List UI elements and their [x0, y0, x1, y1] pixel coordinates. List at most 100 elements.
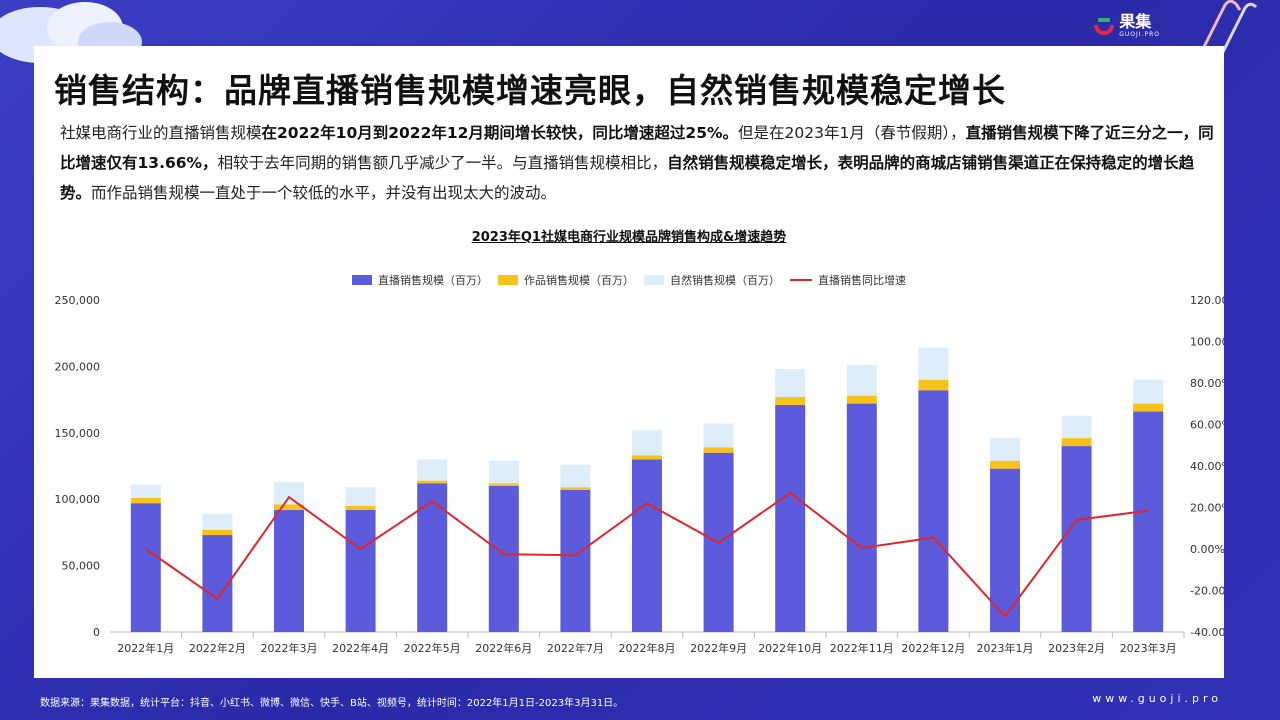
y-right-tick-label: 100.00%	[1190, 336, 1224, 349]
y-right-tick-label: 80.00%	[1190, 377, 1224, 390]
bar-segment	[632, 430, 662, 456]
page-title: 销售结构：品牌直播销售规模增速亮眼，自然销售规模稳定增长	[54, 71, 1006, 110]
brand-name: 果集	[1119, 12, 1152, 31]
bar-segment	[1061, 446, 1092, 632]
x-tick-label: 2022年1月	[117, 641, 174, 655]
growth-line	[145, 491, 1149, 619]
bar-segment	[488, 460, 519, 484]
bar-segment	[1133, 379, 1164, 404]
bar-segment	[846, 395, 877, 404]
legend-label: 自然销售规模（百万）	[670, 273, 780, 287]
bar-segment	[345, 505, 376, 510]
y-left-tick-label: 200,000	[55, 360, 101, 373]
bar-segment	[990, 438, 1020, 461]
bar-segment	[775, 404, 806, 632]
legend-label: 直播销售规模（百万）	[378, 273, 488, 287]
legend-label: 作品销售规模（百万）	[524, 273, 634, 287]
x-tick-label: 2022年2月	[189, 641, 246, 655]
bar-segment	[1061, 415, 1092, 439]
content-card: 销售结构：品牌直播销售规模增速亮眼，自然销售规模稳定增长 社媒电商行业的直播销售…	[34, 46, 1224, 678]
bar-segment	[130, 497, 161, 504]
legend-swatch	[498, 275, 518, 285]
x-tick-label: 2023年2月	[1048, 641, 1105, 655]
bar-segment	[488, 485, 519, 632]
bar-segment	[417, 483, 448, 632]
bar-segment	[417, 480, 448, 484]
legend-label: 直播销售同比增速	[818, 273, 906, 287]
y-right-tick-label: 0.00%	[1190, 543, 1224, 556]
brand-logo: 果集 GUOJI.PRO	[1093, 12, 1160, 38]
y-left-tick-label: 50,000	[62, 560, 101, 573]
description-segment: 而作品销售规模一直处于一个较低的水平，并没有出现太大的波动。	[91, 184, 557, 202]
bar-segment	[990, 460, 1020, 469]
chart-title: 2023年Q1社媒电商行业规模品牌销售构成&增速趋势	[471, 230, 787, 245]
bar-segment	[202, 529, 233, 536]
bar-segment	[918, 390, 949, 632]
x-tick-label: 2022年8月	[619, 641, 676, 655]
brand-sub: GUOJI.PRO	[1119, 31, 1160, 38]
x-tick-label: 2022年4月	[332, 641, 389, 655]
x-tick-label: 2022年6月	[475, 641, 532, 655]
x-tick-label: 2022年9月	[690, 641, 747, 655]
legend-swatch	[644, 275, 664, 285]
bar-segment	[1133, 403, 1164, 412]
x-tick-label: 2022年12月	[901, 641, 965, 655]
x-tick-label: 2023年1月	[977, 641, 1034, 655]
logo-icon	[1094, 18, 1115, 35]
paperclip-icon	[1198, 0, 1258, 59]
bar-segment	[918, 379, 949, 391]
bar-segment	[417, 459, 448, 481]
x-tick-label: 2022年10月	[758, 641, 822, 655]
legend-swatch	[352, 275, 372, 285]
description-segment: 但是在2023年1月（春节假期），	[738, 124, 966, 142]
combo-chart: 直播销售规模（百万） 作品销售规模（百万） 自然销售规模（百万） 直播销售同比增速 0 5…	[55, 273, 1225, 655]
bar-segment	[632, 459, 662, 632]
y-left-tick-label: 0	[93, 626, 100, 639]
bar-segment	[560, 487, 591, 490]
y-right-tick-label: -20.00%	[1190, 585, 1224, 598]
bar-segment	[345, 487, 376, 506]
bar-segment	[990, 468, 1020, 632]
description-segment: 社媒电商行业的直播销售规模	[60, 124, 262, 142]
bar-segment	[775, 369, 806, 397]
website-url: www.guoji.pro	[1092, 692, 1222, 705]
description-text: 社媒电商行业的直播销售规模在2022年10月到2022年12月期间增长较快，同比…	[60, 118, 1220, 208]
bar-segment	[274, 504, 304, 510]
y-left-tick-label: 150,000	[55, 427, 101, 440]
description-segment: 自然销售规模稳定增长，表明品牌的商城店铺销售渠道正在保持稳定的增长趋势。	[60, 154, 1195, 202]
bar-segment	[632, 455, 662, 460]
bar-segment	[560, 489, 591, 632]
description-segment: 相较于去年同期的销售额几乎减少了一半。与直播销售规模相比，	[217, 154, 668, 172]
x-tick-label: 2022年7月	[547, 641, 604, 655]
bar-segment	[846, 403, 877, 632]
y-right-tick-label: 20.00%	[1190, 502, 1224, 515]
bar-segment	[130, 484, 161, 498]
y-right-tick-label: 120.00%	[1190, 294, 1224, 307]
bar-segment	[345, 509, 376, 632]
y-left-tick-label: 250,000	[55, 294, 101, 307]
bar-segment	[1061, 438, 1092, 447]
y-right-tick-label: 40.00%	[1190, 460, 1224, 473]
x-tick-label: 2022年11月	[830, 641, 894, 655]
bar-segment	[703, 423, 734, 448]
bar-segment	[274, 509, 304, 632]
bar-segment	[274, 481, 304, 505]
y-right-tick-label: -40.00%	[1190, 626, 1224, 639]
bar-segment	[918, 347, 949, 380]
bar-segment	[488, 483, 519, 486]
bar-segment	[202, 513, 233, 530]
bar-segment	[1133, 411, 1164, 632]
description-segment: 直播销售规模下降了近三分之一，同比增速仅有13.66%，	[60, 124, 1214, 172]
bar-segment	[846, 365, 877, 396]
y-left-tick-label: 100,000	[55, 493, 101, 506]
x-tick-label: 2022年5月	[404, 641, 461, 655]
x-tick-label: 2022年3月	[261, 641, 318, 655]
description-segment: 在2022年10月到2022年12月期间增长较快，同比增速超过25%。	[261, 124, 739, 142]
bar-segment	[775, 396, 806, 405]
bar-segment	[703, 447, 734, 453]
y-right-tick-label: 60.00%	[1190, 419, 1224, 432]
data-source-note: 数据来源：果集数据，统计平台：抖音、小红书、微博、微信、快手、B站、视频号，统计…	[40, 698, 624, 709]
x-tick-label: 2023年3月	[1120, 641, 1177, 655]
bar-segment	[560, 464, 591, 488]
bar-segment	[130, 503, 161, 632]
